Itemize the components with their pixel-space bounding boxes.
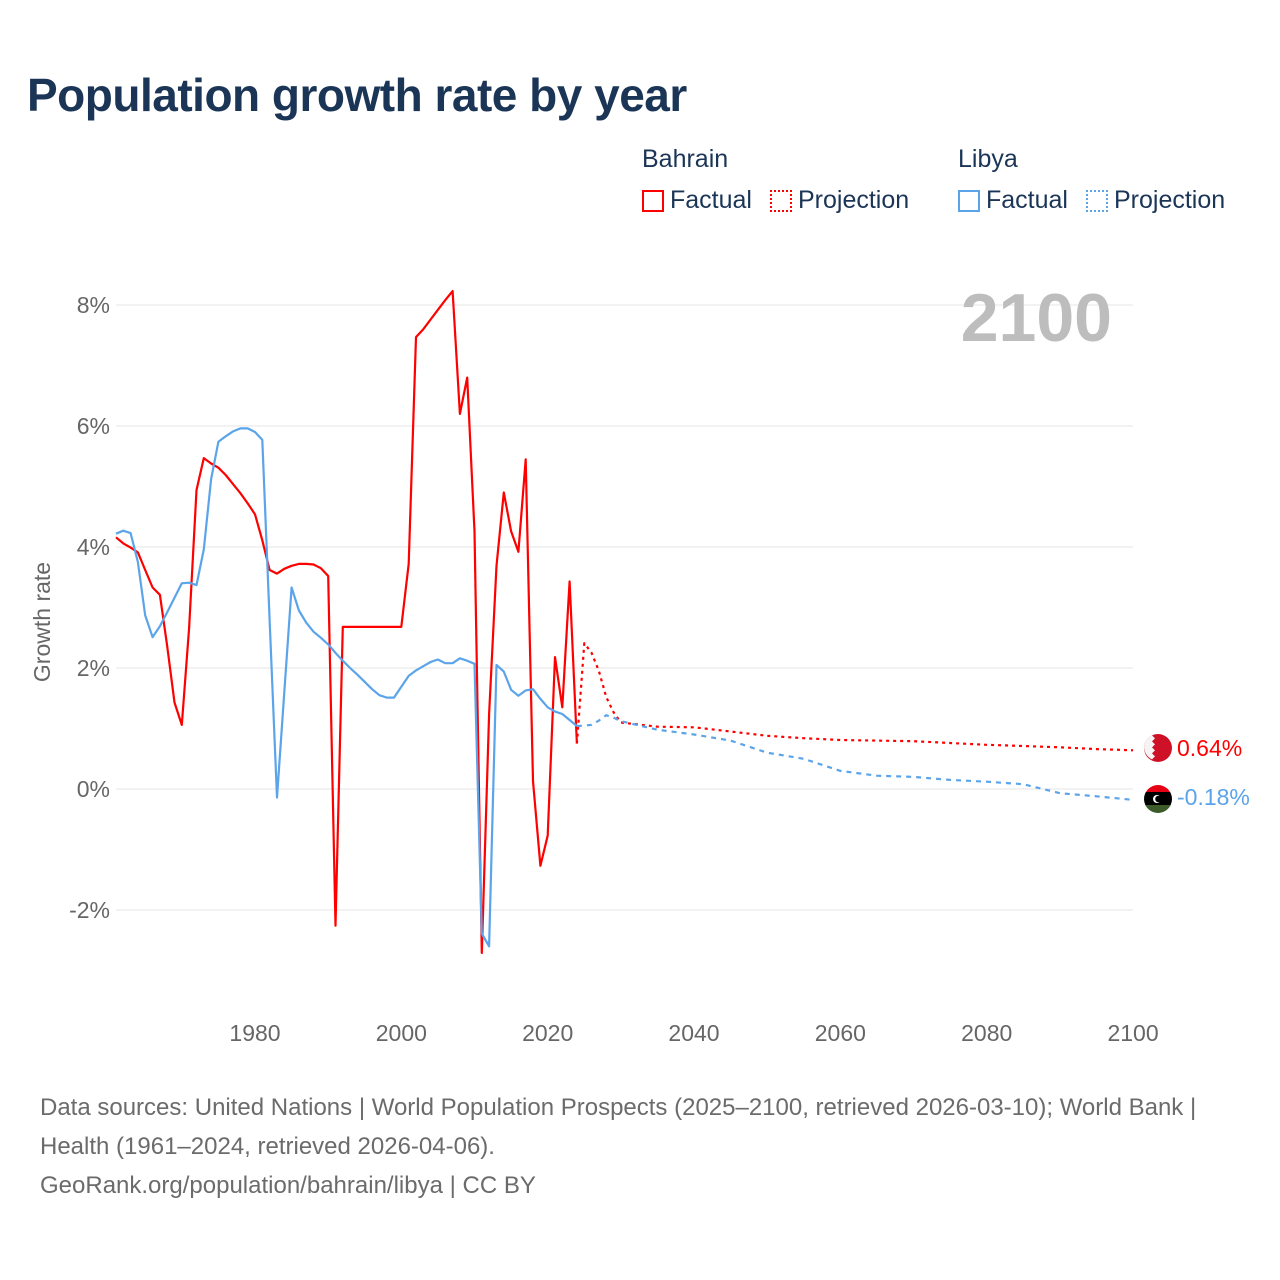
series-lines [115, 290, 1134, 955]
y-tick-label: -2% [69, 897, 110, 923]
legend-libya-factual[interactable]: Factual [958, 186, 1068, 215]
line-chart: 8% 6% 4% 2% 0% -2% 1980 2000 2020 2040 2060 2080 21… [29, 280, 1250, 1046]
attribution-link[interactable]: GeoRank.org/population/bahrain/libya | C… [40, 1172, 536, 1199]
libya-projection-line [576, 714, 1134, 801]
y-tick-label: 8% [77, 292, 110, 318]
x-tick-label: 2060 [815, 1020, 866, 1046]
x-tick-label: 2080 [961, 1020, 1012, 1046]
source-note: Data sources: United Nations | World Pop… [40, 1088, 1240, 1205]
x-tick-label: 2020 [522, 1020, 573, 1046]
x-tick-label: 2000 [376, 1020, 427, 1046]
legend-label: Projection [1113, 186, 1226, 214]
x-tick-label: 2100 [1107, 1020, 1158, 1046]
legend-group-name: Bahrain [642, 145, 729, 173]
bahrain-factual-line [115, 290, 578, 955]
legend-label: Factual [986, 186, 1068, 214]
legend-label: Projection [797, 186, 910, 214]
legend-swatch-solid [958, 189, 980, 212]
y-tick-labels: 8% 6% 4% 2% 0% -2% [69, 292, 110, 923]
bahrain-flag-icon [1144, 734, 1172, 762]
legend-bahrain-factual[interactable]: Factual [642, 186, 752, 215]
x-tick-label: 2040 [668, 1020, 719, 1046]
x-tick-label: 1980 [229, 1020, 280, 1046]
y-tick-label: 2% [77, 655, 110, 681]
data-sources: Data sources: United Nations | World Pop… [40, 1094, 1197, 1160]
legend-swatch-solid [642, 189, 664, 212]
libya-end-label: -0.18% [1177, 784, 1250, 810]
year-overlay: 2100 [961, 280, 1112, 356]
bahrain-end-label: 0.64% [1177, 735, 1242, 761]
bahrain-projection-line [575, 642, 1134, 752]
legend-bahrain: Bahrain Factual Projection [642, 145, 909, 215]
y-tick-label: 0% [77, 776, 110, 802]
legend-libya: Libya Factual Projection [958, 145, 1225, 215]
legend-group-name: Libya [958, 145, 1018, 173]
legend-libya-projection[interactable]: Projection [1085, 186, 1226, 215]
legend-bahrain-projection[interactable]: Projection [769, 186, 910, 215]
x-tick-labels: 1980 2000 2020 2040 2060 2080 2100 [229, 1020, 1158, 1046]
y-axis-label: Growth rate [29, 562, 55, 682]
legend-label: Factual [670, 186, 752, 214]
libya-factual-line [115, 427, 578, 948]
chart-title: Population growth rate by year [27, 69, 687, 121]
y-tick-label: 4% [77, 534, 110, 560]
legend-swatch-dotted [1085, 189, 1108, 212]
legend-swatch-dotted [769, 189, 792, 212]
libya-flag-icon [1144, 785, 1172, 813]
y-tick-label: 6% [77, 413, 110, 439]
